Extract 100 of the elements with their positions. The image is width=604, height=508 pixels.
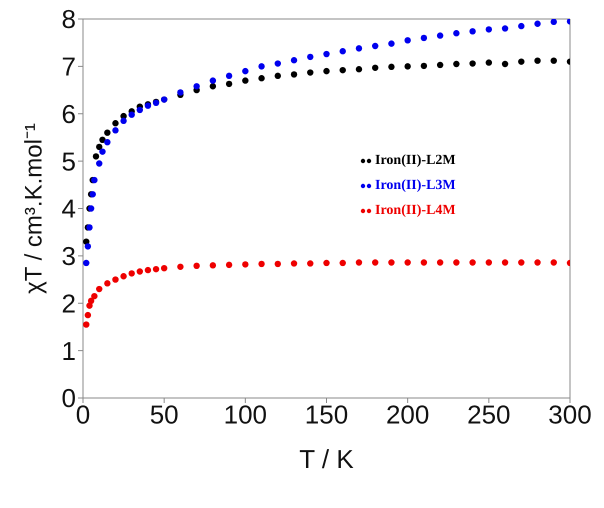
point bbox=[210, 262, 216, 269]
point bbox=[84, 243, 92, 250]
point bbox=[340, 66, 346, 74]
point bbox=[486, 259, 492, 266]
point bbox=[518, 22, 524, 30]
legend-label: Iron(II)-L3M bbox=[375, 178, 456, 194]
point bbox=[340, 48, 346, 54]
point bbox=[99, 148, 106, 155]
point bbox=[242, 261, 249, 268]
point bbox=[242, 77, 249, 84]
point bbox=[436, 32, 444, 39]
point bbox=[469, 259, 476, 266]
point bbox=[91, 292, 98, 300]
point bbox=[136, 106, 144, 114]
point bbox=[290, 260, 298, 267]
point bbox=[453, 259, 460, 266]
point bbox=[96, 160, 102, 167]
point bbox=[486, 26, 492, 33]
point bbox=[83, 260, 90, 266]
point bbox=[274, 60, 281, 67]
legend-label: Iron(II)-L4M bbox=[375, 203, 456, 219]
point bbox=[307, 54, 314, 60]
y-tick-label: 1 bbox=[62, 336, 76, 366]
point bbox=[290, 71, 298, 78]
point bbox=[177, 89, 184, 96]
point bbox=[144, 266, 152, 274]
point bbox=[518, 259, 524, 266]
point bbox=[550, 57, 557, 64]
point bbox=[307, 260, 314, 267]
point bbox=[258, 75, 265, 82]
point bbox=[534, 259, 541, 266]
point bbox=[128, 270, 135, 277]
point bbox=[486, 59, 492, 66]
point bbox=[436, 62, 444, 68]
point bbox=[99, 136, 106, 144]
point bbox=[420, 34, 428, 42]
point bbox=[502, 259, 508, 266]
point bbox=[356, 45, 362, 52]
point bbox=[469, 60, 476, 67]
legend-label: Iron(II)-L2M bbox=[375, 153, 456, 169]
point bbox=[323, 68, 330, 74]
point bbox=[534, 20, 541, 27]
point bbox=[420, 259, 428, 266]
point bbox=[193, 262, 200, 270]
point bbox=[323, 50, 330, 58]
point bbox=[436, 259, 444, 266]
y-tick-label: 3 bbox=[62, 241, 76, 272]
point bbox=[84, 312, 92, 318]
point bbox=[104, 138, 111, 146]
y-tick-label: 7 bbox=[62, 52, 76, 82]
point bbox=[290, 57, 298, 64]
point bbox=[274, 72, 281, 80]
point bbox=[136, 268, 144, 275]
point bbox=[96, 286, 102, 292]
point bbox=[356, 66, 362, 72]
x-axis-title: T / K bbox=[299, 444, 354, 474]
point bbox=[340, 260, 346, 266]
x-tick-label: 250 bbox=[467, 399, 511, 430]
point bbox=[453, 30, 460, 36]
point bbox=[226, 72, 232, 80]
y-tick-label: 2 bbox=[62, 288, 76, 318]
point bbox=[104, 280, 111, 287]
point bbox=[518, 58, 524, 65]
point bbox=[83, 321, 90, 328]
y-tick-label: 6 bbox=[62, 98, 76, 129]
point bbox=[193, 83, 200, 90]
point bbox=[404, 63, 411, 70]
point bbox=[453, 60, 460, 68]
point bbox=[104, 130, 111, 136]
x-tick-label: 100 bbox=[224, 399, 268, 430]
point bbox=[550, 19, 557, 26]
point bbox=[404, 259, 411, 266]
x-tick-label: 200 bbox=[386, 399, 430, 430]
point bbox=[120, 118, 127, 124]
point bbox=[420, 62, 428, 70]
point bbox=[388, 259, 395, 266]
point bbox=[550, 259, 557, 266]
point bbox=[152, 266, 160, 272]
point bbox=[356, 259, 362, 266]
point bbox=[502, 60, 508, 68]
point bbox=[226, 80, 232, 88]
point bbox=[242, 68, 249, 74]
point bbox=[96, 144, 102, 150]
point bbox=[112, 276, 119, 283]
x-tick-label: 150 bbox=[304, 399, 348, 430]
point bbox=[88, 298, 94, 304]
point bbox=[258, 260, 265, 268]
point bbox=[258, 63, 265, 70]
point bbox=[323, 260, 330, 266]
point bbox=[502, 25, 508, 32]
point bbox=[404, 37, 411, 44]
point bbox=[128, 112, 135, 118]
point bbox=[112, 120, 119, 126]
point bbox=[469, 28, 476, 35]
x-tick-label: 300 bbox=[548, 399, 592, 430]
point bbox=[92, 153, 100, 160]
y-axis-title: χT / cm³.K.mol⁻¹ bbox=[20, 123, 48, 294]
point bbox=[372, 259, 378, 266]
x-tick-label: 50 bbox=[150, 399, 179, 430]
y-tick-label: 8 bbox=[62, 4, 76, 34]
